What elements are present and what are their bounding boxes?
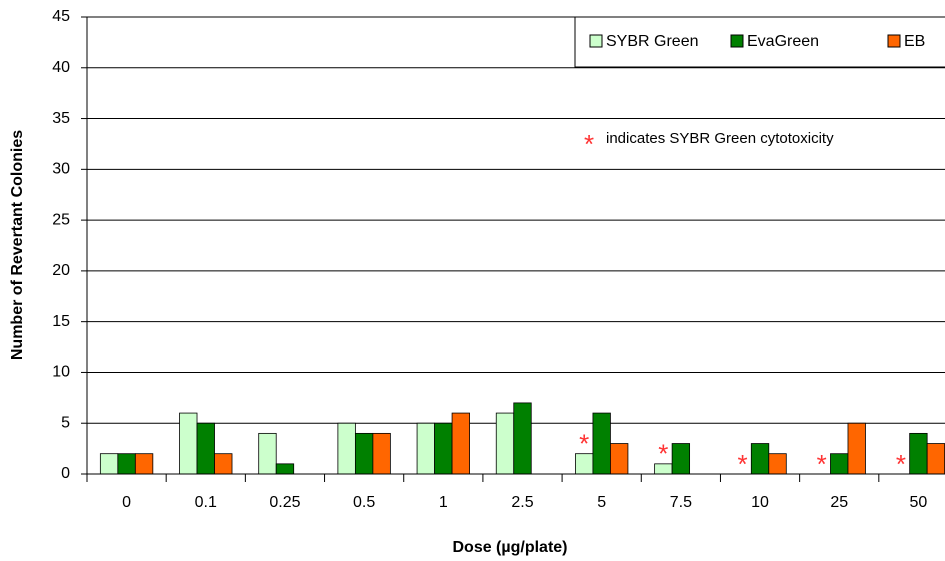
bar [416, 422, 435, 475]
bar [830, 453, 849, 475]
x-tick-label: 10 [751, 494, 769, 511]
bar [592, 412, 611, 475]
y-tick-label: 45 [52, 8, 70, 25]
legend-label: EB [904, 33, 925, 50]
x-tick-label: 0 [122, 494, 131, 511]
legend-swatch [887, 34, 901, 48]
cytotoxicity-marker: * [579, 429, 589, 459]
bar [495, 412, 515, 475]
bar [214, 453, 233, 475]
bar [513, 402, 532, 475]
y-tick-label: 35 [52, 110, 70, 127]
legend-box [574, 16, 945, 68]
bar [196, 422, 215, 475]
x-tick-label: 7.5 [670, 494, 692, 511]
annotation: indicates SYBR Green cytotoxicity [606, 130, 834, 147]
bar [275, 463, 295, 475]
legend-label: EvaGreen [747, 33, 819, 50]
x-tick-label: 5 [597, 494, 606, 511]
cytotoxicity-marker: * [817, 449, 827, 479]
x-tick-label: 2.5 [511, 494, 533, 511]
bar [99, 453, 119, 475]
bar [610, 443, 629, 475]
bar [909, 432, 928, 475]
annotation-marker: * [584, 129, 594, 159]
cytotoxicity-marker: * [896, 449, 906, 479]
bar [750, 443, 770, 475]
legend-swatch [730, 34, 744, 48]
bar [372, 432, 391, 475]
y-tick-label: 30 [52, 161, 70, 178]
bar [179, 412, 198, 475]
y-tick-label: 5 [61, 414, 70, 431]
x-tick-label: 0.1 [195, 494, 217, 511]
bar [451, 412, 470, 475]
legend-swatch [589, 34, 603, 48]
bar [926, 443, 945, 475]
y-tick-label: 10 [52, 364, 70, 381]
bar [434, 422, 453, 475]
legend-label: SYBR Green [606, 33, 698, 50]
y-tick-label: 15 [52, 313, 70, 330]
y-axis-label: Number of Revertant Colonies [9, 130, 26, 360]
y-tick-label: 20 [52, 262, 70, 279]
y-tick-label: 0 [61, 465, 70, 482]
x-tick-label: 1 [439, 494, 448, 511]
bar [258, 432, 277, 475]
x-tick-label: 50 [910, 494, 928, 511]
bar [847, 422, 866, 475]
y-tick-label: 25 [52, 211, 70, 228]
bar [671, 443, 691, 475]
bar [354, 432, 374, 475]
x-axis-label: Dose (µg/plate) [452, 539, 567, 556]
x-tick-label: 0.25 [269, 494, 300, 511]
cytotoxicity-marker: * [658, 439, 668, 469]
bar [768, 453, 787, 475]
bar [337, 422, 356, 475]
y-tick-label: 40 [52, 59, 70, 76]
bar [117, 453, 136, 475]
x-tick-label: 25 [830, 494, 848, 511]
x-tick-label: 0.5 [353, 494, 375, 511]
bar [134, 453, 154, 475]
cytotoxicity-marker: * [737, 449, 747, 479]
